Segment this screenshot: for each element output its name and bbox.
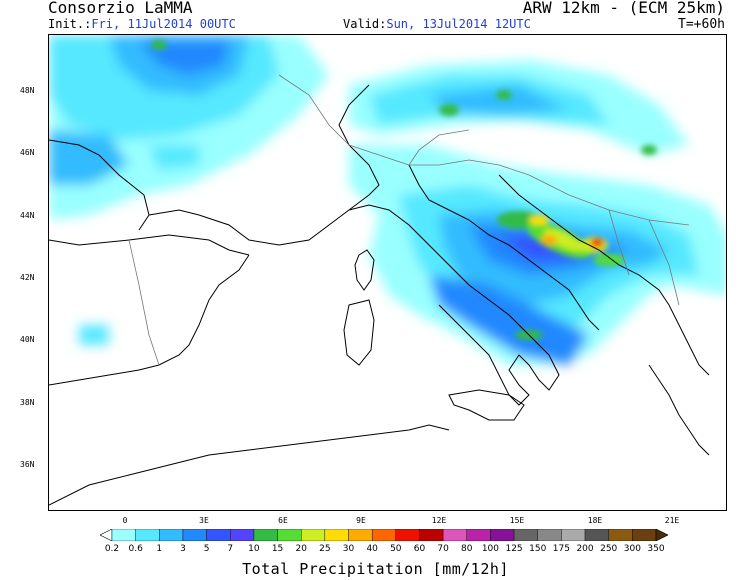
- borders: [128, 74, 690, 366]
- colorbar-tick-label: 150: [529, 544, 547, 554]
- colorbar-swatch: [111, 529, 136, 541]
- colorbar-tick-label: 200: [576, 544, 594, 554]
- colorbar-title: Total Precipitation [mm/12h]: [242, 560, 509, 578]
- coastlines: [49, 84, 710, 506]
- colorbar-tick-label: 250: [600, 544, 618, 554]
- valid-value: Sun, 13Jul2014 12UTC: [386, 17, 531, 31]
- colorbar-tick-label: 80: [461, 544, 473, 554]
- colorbar-swatch: [182, 529, 207, 541]
- colorbar-swatch: [584, 529, 609, 541]
- colorbar-swatch: [466, 529, 491, 541]
- lon-label-0: 0: [122, 516, 128, 525]
- lat-label-48n: 48N: [20, 86, 35, 95]
- colorbar-tick-label: 300: [623, 544, 641, 554]
- lat-label-40n: 40N: [20, 335, 35, 344]
- lat-label-36n: 36N: [20, 460, 35, 469]
- colorbar-swatch: [206, 529, 231, 541]
- lat-label-46n: 46N: [20, 148, 35, 157]
- organization-title: Consorzio LaMMA: [48, 0, 193, 17]
- precipitation-map: [48, 34, 727, 511]
- lat-label-38n: 38N: [20, 398, 35, 407]
- lon-label-6e: 6E: [278, 516, 288, 525]
- colorbar-swatch: [608, 529, 633, 541]
- lon-label-15e: 15E: [509, 516, 525, 525]
- model-title: ARW 12km - (ECM 25km): [522, 0, 725, 17]
- colorbar-tick-label: 5: [203, 544, 210, 554]
- init-time: Init.:Fri, 11Jul2014 00UTC: [48, 17, 236, 31]
- colorbar-swatch: [537, 529, 562, 541]
- colorbar: [100, 529, 668, 541]
- colorbar-swatch: [230, 529, 255, 541]
- colorbar-swatch: [324, 529, 349, 541]
- colorbar-tick-label: 3: [180, 544, 186, 554]
- colorbar-swatch: [348, 529, 373, 541]
- lat-label-44n: 44N: [20, 211, 35, 220]
- colorbar-tick-label: 350: [647, 544, 665, 554]
- colorbar-swatch: [561, 529, 586, 541]
- colorbar-swatch: [301, 529, 326, 541]
- init-label: Init.:: [48, 17, 92, 31]
- colorbar-tick-label: 30: [342, 544, 355, 554]
- lon-label-21e: 21E: [664, 516, 680, 525]
- lon-label-3e: 3E: [199, 516, 209, 525]
- colorbar-swatch: [277, 529, 302, 541]
- colorbar-tick-label: 1: [156, 544, 163, 554]
- colorbar-swatch: [159, 529, 184, 541]
- colorbar-tick-label: 7: [227, 544, 234, 554]
- colorbar-tick-label: 125: [505, 544, 523, 554]
- colorbar-tick-label: 175: [552, 544, 570, 554]
- colorbar-swatch: [442, 529, 467, 541]
- init-value: Fri, 11Jul2014 00UTC: [91, 17, 236, 31]
- colorbar-tick-label: 70: [437, 544, 449, 554]
- colorbar-lower-arrow: [100, 529, 113, 541]
- colorbar-swatch: [632, 529, 657, 541]
- colorbar-swatch: [135, 529, 160, 541]
- colorbar-swatch: [253, 529, 278, 541]
- lon-label-9e: 9E: [356, 516, 366, 525]
- colorbar-tick-label: 0.6: [128, 544, 143, 554]
- colorbar-tick-label: 40: [366, 544, 378, 554]
- colorbar-tick-label: 60: [413, 544, 426, 554]
- colorbar-tick-label: 25: [319, 544, 331, 554]
- colorbar-swatch: [419, 529, 444, 541]
- valid-label: Valid:: [343, 17, 387, 31]
- lon-label-18e: 18E: [587, 516, 603, 525]
- valid-time: Valid:Sun, 13Jul2014 12UTC: [343, 17, 531, 31]
- lat-label-42n: 42N: [20, 273, 35, 282]
- colorbar-tick-label: 50: [390, 544, 402, 554]
- colorbar-tick-label: 0.2: [104, 544, 120, 554]
- colorbar-tick-label: 10: [248, 544, 260, 554]
- colorbar-tick-label: 100: [481, 544, 500, 554]
- colorbar-swatch: [513, 529, 538, 541]
- colorbar-tick-label: 15: [271, 544, 284, 554]
- colorbar-tick-label: 20: [295, 544, 307, 554]
- lon-label-12e: 12E: [431, 516, 447, 525]
- precipitation-field: [49, 35, 726, 365]
- colorbar-swatch: [395, 529, 420, 541]
- colorbar-upper-arrow: [655, 529, 668, 541]
- colorbar-swatch: [371, 529, 397, 541]
- lead-time: T=+60h: [678, 17, 725, 32]
- map-canvas: [49, 35, 726, 506]
- colorbar-swatch: [490, 529, 515, 541]
